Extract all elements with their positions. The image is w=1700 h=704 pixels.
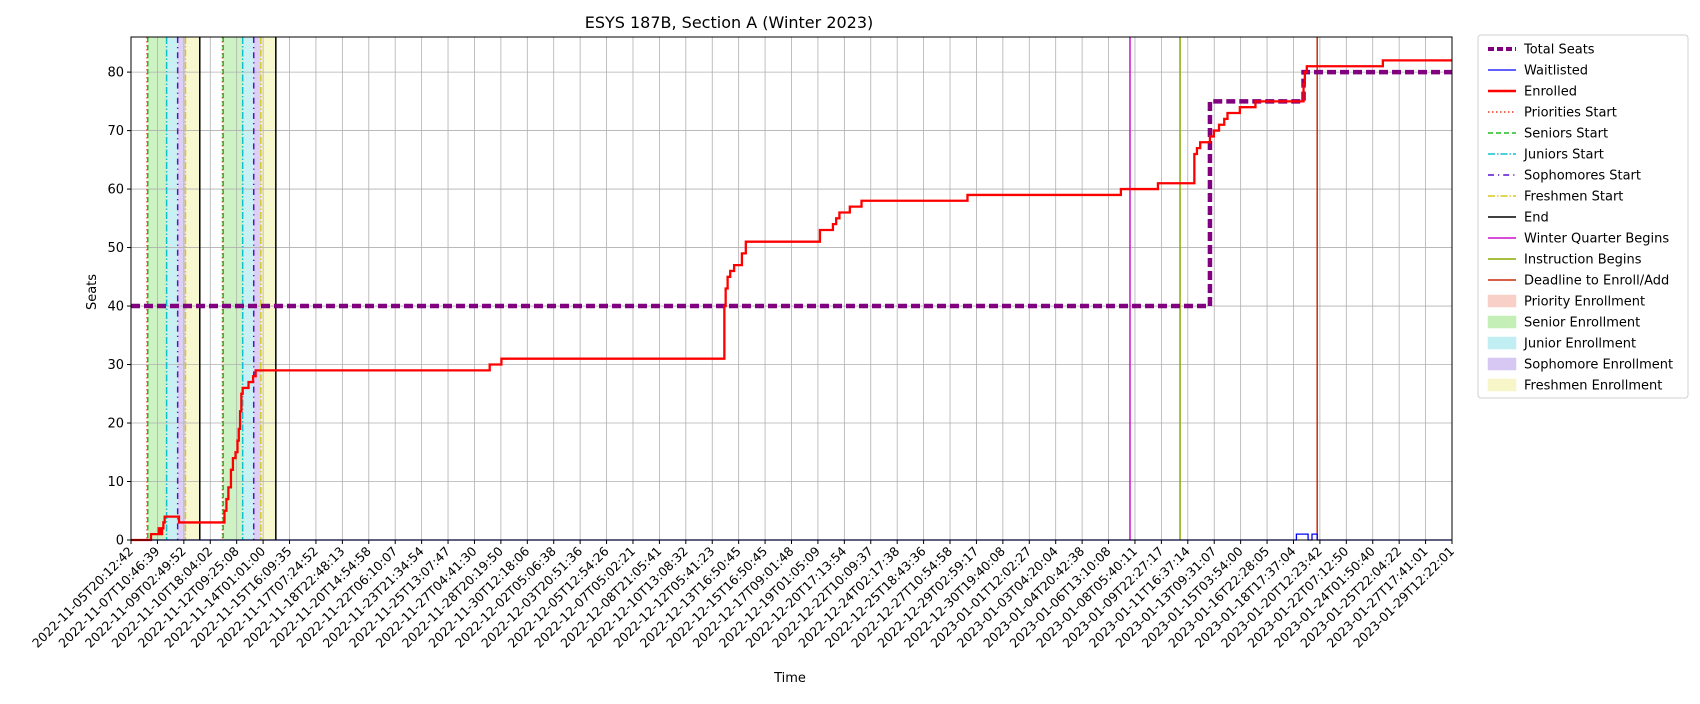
phase-freshmen-enrollment: [185, 37, 200, 540]
legend-label: End: [1524, 211, 1549, 226]
legend-label: Juniors Start: [1523, 148, 1604, 163]
phase-sophomore-enrollment: [253, 37, 261, 540]
legend-entry-seniors-start: Seniors Start: [1488, 127, 1608, 142]
phase-freshmen-enrollment: [260, 37, 276, 540]
legend-entry-sophomore-enrollment: Sophomore Enrollment: [1487, 357, 1673, 373]
legend: Total Seats Waitlisted Enrolled Priorities …: [1477, 34, 1689, 399]
y-axis: 0 10 20 30 40 50 60 70 80: [107, 66, 131, 549]
legend-entry-total-seats: Total Seats: [1488, 43, 1595, 58]
y-tick-label: 50: [107, 241, 124, 256]
legend-label: Freshmen Enrollment: [1524, 379, 1662, 394]
y-tick-label: 30: [107, 358, 124, 373]
legend-label: Junior Enrollment: [1523, 337, 1636, 352]
y-tick-label: 10: [107, 475, 124, 490]
legend-swatch: [1487, 378, 1517, 392]
legend-label: Seniors Start: [1524, 127, 1608, 142]
y-axis-label: Seats: [85, 274, 100, 310]
y-tick-label: 70: [107, 124, 124, 139]
y-tick-label: 80: [107, 66, 124, 81]
legend-label: Priority Enrollment: [1524, 295, 1645, 310]
legend-swatch: [1487, 294, 1517, 308]
legend-entry-senior-enrollment: Senior Enrollment: [1487, 315, 1640, 331]
legend-entry-enrolled: Enrolled: [1488, 85, 1577, 100]
legend-label: Enrolled: [1524, 85, 1577, 100]
phase-sophomore-enrollment: [177, 37, 186, 540]
legend-entry-sophomores-start: Sophomores Start: [1488, 169, 1641, 184]
legend-box: [1477, 34, 1689, 399]
legend-entry-juniors-start: Juniors Start: [1488, 148, 1604, 163]
plot-area: 010203040506070802022-11-05T20:12:422022…: [29, 36, 1457, 651]
legend-entry-junior-enrollment: Junior Enrollment: [1487, 336, 1636, 352]
x-axis-label: Time: [773, 671, 806, 686]
y-tick-label: 0: [116, 534, 124, 549]
legend-entry-priority-enrollment: Priority Enrollment: [1487, 294, 1645, 310]
legend-entry-deadline-to-enroll-add: Deadline to Enroll/Add: [1488, 274, 1669, 289]
legend-label: Waitlisted: [1524, 64, 1588, 79]
legend-entry-winter-quarter-begins: Winter Quarter Begins: [1488, 232, 1669, 247]
legend-label: Instruction Begins: [1524, 253, 1642, 268]
phase-junior-enrollment: [166, 37, 178, 540]
y-tick-label: 40: [107, 300, 124, 315]
phase-senior-enrollment: [223, 37, 243, 540]
legend-entry-priorities-start: Priorities Start: [1488, 106, 1617, 121]
legend-entry-waitlisted: Waitlisted: [1488, 64, 1588, 79]
legend-swatch: [1487, 336, 1517, 350]
gridlines: [130, 37, 1453, 541]
legend-entry-instruction-begins: Instruction Begins: [1488, 253, 1642, 268]
legend-entry-freshmen-enrollment: Freshmen Enrollment: [1487, 378, 1662, 394]
legend-label: Freshmen Start: [1524, 190, 1623, 205]
legend-label: Sophomore Enrollment: [1524, 358, 1673, 373]
legend-entry-end: End: [1488, 211, 1549, 226]
chart-title: ESYS 187B, Section A (Winter 2023): [585, 13, 874, 32]
phase-junior-enrollment: [242, 37, 254, 540]
legend-label: Total Seats: [1523, 43, 1595, 58]
legend-entry-freshmen-start: Freshmen Start: [1488, 190, 1623, 205]
legend-label: Sophomores Start: [1524, 169, 1641, 184]
event-lines: [146, 37, 1318, 540]
y-tick-label: 20: [107, 417, 124, 432]
legend-swatch: [1487, 357, 1517, 371]
legend-label: Priorities Start: [1524, 106, 1617, 121]
series-line-enrolled: [130, 59, 1452, 542]
legend-label: Senior Enrollment: [1524, 316, 1640, 331]
y-tick-label: 60: [107, 183, 124, 198]
legend-label: Winter Quarter Begins: [1524, 232, 1669, 247]
legend-swatch: [1487, 315, 1517, 329]
legend-label: Deadline to Enroll/Add: [1524, 274, 1669, 289]
